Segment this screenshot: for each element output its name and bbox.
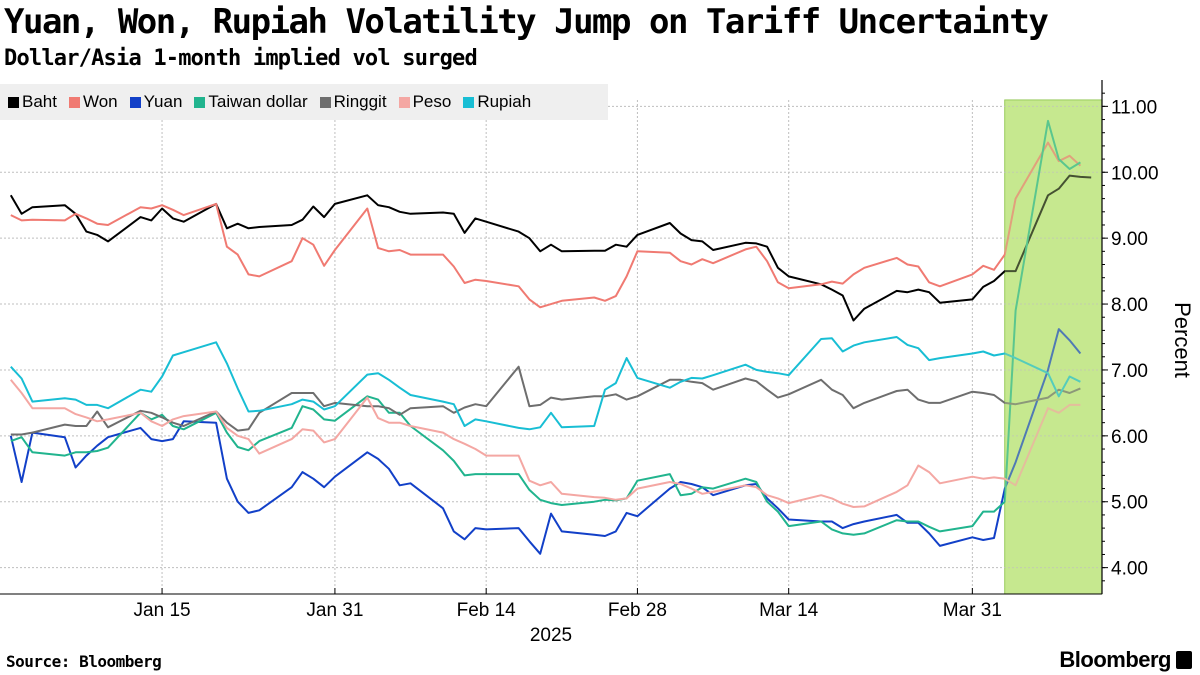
- series-line-peso: [10, 379, 1081, 508]
- highlight-overlay: [1004, 100, 1102, 594]
- legend-item-peso: Peso: [398, 92, 452, 112]
- legend-item-ringgit: Ringgit: [319, 92, 387, 112]
- legend-label: Won: [82, 92, 118, 111]
- legend-item-yuan: Yuan: [129, 92, 183, 112]
- chart-subtitle: Dollar/Asia 1-month implied vol surged: [4, 46, 478, 71]
- legend-swatch: [398, 96, 410, 108]
- x-tick-label: Mar 14: [759, 600, 819, 621]
- x-tick-label: Jan 31: [306, 600, 363, 621]
- series-line-ringgit: [10, 365, 1081, 436]
- bloomberg-logo: Bloomberg: [1059, 647, 1192, 673]
- x-axis-year-label: 2025: [530, 625, 572, 646]
- legend-item-baht: Baht: [8, 92, 57, 112]
- legend-label: Taiwan dollar: [208, 92, 308, 111]
- legend-swatch: [129, 96, 141, 108]
- y-tick-label: 8.00: [1111, 295, 1148, 316]
- x-tick-label: Jan 15: [134, 600, 191, 621]
- legend-swatch: [463, 96, 475, 108]
- series-layer: [9, 100, 1102, 594]
- series-line-taiwan-dollar: [10, 119, 1081, 536]
- source-note: Source: Bloomberg: [6, 652, 162, 671]
- x-axis: Jan 15 Jan 31 Feb 14 Feb 28 Mar 14 Mar 31: [0, 588, 1102, 621]
- series-line-yuan: [9, 328, 1082, 555]
- legend-item-rupiah: Rupiah: [463, 92, 531, 112]
- legend-swatch: [194, 96, 206, 108]
- y-tick-label: 10.00: [1111, 163, 1159, 184]
- legend-label: Rupiah: [477, 92, 532, 111]
- chart-title: Yuan, Won, Rupiah Volatility Jump on Tar…: [4, 2, 1049, 42]
- x-tick-label: Mar 31: [943, 600, 1002, 621]
- chart-legend: Baht Won Yuan Taiwan dollar Ringgit Peso Rupia…: [0, 84, 608, 120]
- grid-layer: [0, 100, 1102, 594]
- legend-label: Baht: [22, 92, 57, 111]
- legend-swatch: [8, 96, 19, 108]
- legend-label: Ringgit: [333, 92, 387, 111]
- y-tick-label: 9.00: [1111, 229, 1148, 250]
- y-tick-label: 6.00: [1111, 427, 1148, 448]
- bloomberg-terminal-icon: [1176, 651, 1192, 669]
- y-tick-label: 4.00: [1111, 559, 1148, 580]
- legend-label: Yuan: [143, 92, 183, 111]
- legend-swatch: [319, 96, 331, 108]
- y-tick-label: 7.00: [1111, 361, 1148, 382]
- legend-label: Peso: [412, 92, 452, 111]
- legend-swatch: [68, 96, 80, 108]
- brand-name: Bloomberg: [1059, 647, 1171, 672]
- legend-item-taiwan-dollar: Taiwan dollar: [194, 92, 308, 112]
- x-tick-label: Feb 28: [608, 600, 667, 621]
- axis-layer: 4.00 5.00 6.00 7.00 8.00 9.00 10.00 11.00: [1101, 80, 1159, 594]
- y-axis-label: Percent: [1170, 302, 1195, 378]
- series-line-rupiah: [10, 336, 1081, 431]
- series-line-won: [10, 141, 1082, 309]
- legend-item-won: Won: [68, 92, 118, 112]
- series-line-baht: [9, 174, 1092, 322]
- y-tick-label: 11.00: [1111, 97, 1157, 118]
- y-tick-label: 5.00: [1111, 493, 1148, 514]
- x-tick-label: Feb 14: [457, 600, 517, 621]
